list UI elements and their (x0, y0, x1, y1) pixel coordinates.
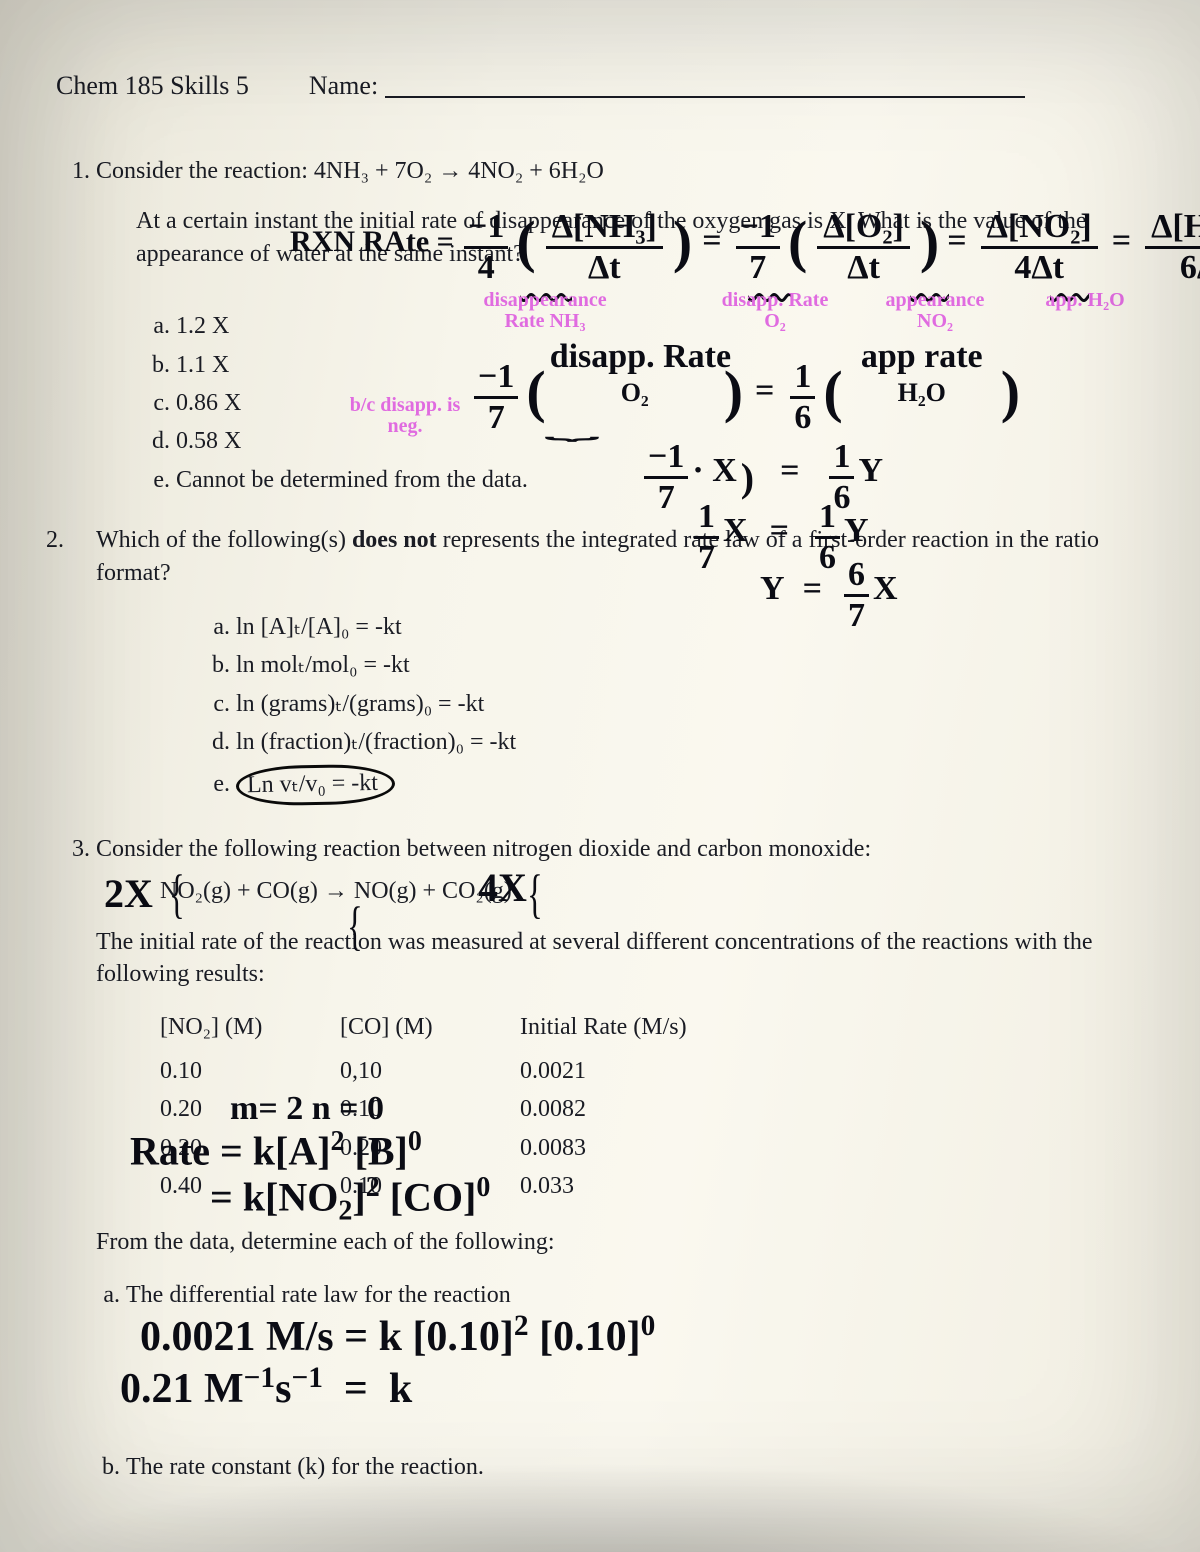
q3-data-table: [NO₂] (M) [CO] (M) Initial Rate (M/s) 0.… (160, 1011, 1128, 1203)
r2c1: 0.20 (160, 1093, 340, 1125)
r4c1: 0.40 (160, 1170, 340, 1202)
hw-curly-mid: { (347, 910, 363, 942)
question-list: Consider the reaction: 4NH₃ + 7O₂ → 4NO₂… (96, 155, 1128, 1484)
r2c3: 0.0082 (520, 1093, 720, 1125)
q1-choice-d: 0.58 X (176, 425, 1128, 457)
q3-parts: The differential rate law for the reacti… (126, 1279, 1128, 1484)
q1-choice-b: 1.1 X (176, 349, 1128, 381)
q2-choice-e: Ln vₜ/v₀ = -kt (236, 765, 1128, 805)
q2-choices: ln [A]ₜ/[A]₀ = -kt ln molₜ/mol₀ = -kt ln… (236, 611, 1128, 805)
r2c2: 0.10 (340, 1093, 520, 1125)
q2-choice-b: ln molₜ/mol₀ = -kt (236, 649, 1128, 681)
q3-body: The initial rate of the reaction was mea… (96, 926, 1116, 991)
col-no2: [NO₂] (M) (160, 1011, 340, 1043)
q1-prompt: Consider the reaction: 4NH₃ + 7O₂ → 4NO₂… (96, 155, 1128, 187)
r3c2: 0.20 (340, 1132, 520, 1164)
question-1: Consider the reaction: 4NH₃ + 7O₂ → 4NO₂… (96, 155, 1128, 496)
q1-choice-e: Cannot be determined from the data. (176, 464, 1128, 496)
col-rate: Initial Rate (M/s) (520, 1011, 720, 1043)
name-label: Name: (309, 68, 1025, 103)
r1c1: 0.10 (160, 1055, 340, 1087)
q1-choice-c: 0.86 X (176, 387, 1128, 419)
hw-curly-right: { (527, 878, 543, 910)
r4c3: 0.033 (520, 1170, 720, 1202)
hw-curly-left: { (169, 878, 185, 910)
q3-part-a: The differential rate law for the reacti… (126, 1279, 1128, 1311)
q2-choice-c: ln (grams)ₜ/(grams)₀ = -kt (236, 688, 1128, 720)
q1-body: At a certain instant the initial rate of… (136, 205, 1128, 270)
course-title: Chem 185 Skills 5 (56, 68, 249, 103)
q2-choice-d: ln (fraction)ₜ/(fraction)₀ = -kt (236, 726, 1128, 758)
q3-after-table: From the data, determine each of the fol… (96, 1226, 1128, 1258)
q1-choice-a: 1.2 X (176, 310, 1128, 342)
name-blank-line (385, 74, 1025, 98)
question-3: Consider the following reaction between … (96, 833, 1128, 1484)
q2-choice-a: ln [A]ₜ/[A]₀ = -kt (236, 611, 1128, 643)
q1-choices: 1.2 X 1.1 X 0.86 X 0.58 X Cannot be dete… (176, 310, 1128, 496)
q2-circled-answer: Ln vₜ/v₀ = -kt (236, 763, 396, 806)
q2-prompt-left: Which of the following(s) (96, 527, 352, 553)
r1c3: 0.0021 (520, 1055, 720, 1087)
q3-equation: NO₂(g) + CO(g) → NO(g) + CO₂(g) (160, 875, 1128, 907)
r3c1: 0.20 (160, 1132, 340, 1164)
col-co: [CO] (M) (340, 1011, 520, 1043)
r1c2: 0,10 (340, 1055, 520, 1087)
page-header: Chem 185 Skills 5 Name: (56, 68, 1128, 103)
q2-prompt-bold: does not (352, 527, 437, 553)
q3-prompt: Consider the following reaction between … (96, 833, 1128, 865)
r4c2: 0.10 (340, 1170, 520, 1202)
q3-part-b: The rate constant (k) for the reaction. (126, 1451, 1128, 1483)
worksheet-page: Chem 185 Skills 5 Name: Consider the rea… (0, 0, 1200, 1552)
question-2: Which of the following(s) does not repre… (70, 524, 1128, 805)
r3c3: 0.0083 (520, 1132, 720, 1164)
